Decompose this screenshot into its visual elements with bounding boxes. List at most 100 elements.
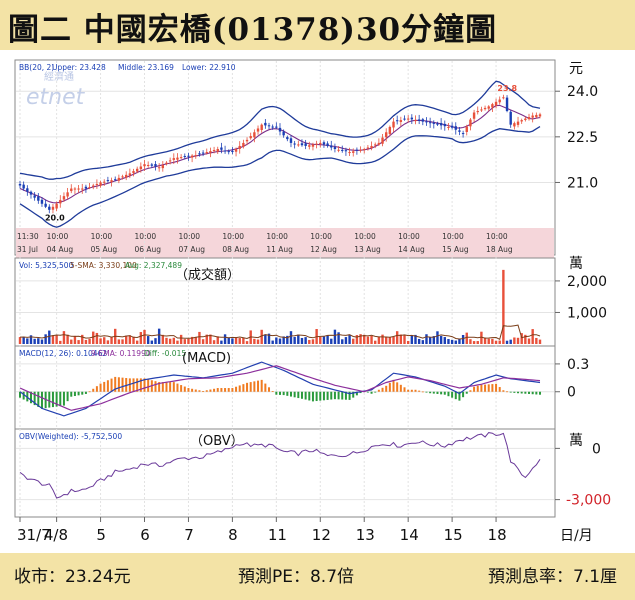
macd-histogram-bar [227,388,230,392]
macd-histogram-bar [370,391,373,394]
volume-bar [341,339,344,344]
candle-body [106,180,110,182]
candle-body [253,132,256,138]
volume-bar [403,334,406,344]
macd-histogram-bar [136,378,139,392]
macd-legend-macd: MACD(12, 26): 0.10462 [19,349,107,358]
date-strip [16,228,554,258]
macd-tick-label: 0.3 [567,357,589,373]
volume-bar [187,338,190,344]
candle-body [374,144,377,146]
candle-body [278,127,282,132]
candle-body [139,166,143,170]
candle-body [436,123,439,125]
price-legend-indicator: BB(20, 2) [19,63,54,72]
macd-histogram-bar [143,378,146,392]
macd-histogram-bar [121,377,124,392]
macd-histogram-bar [407,389,410,392]
macd-histogram-bar [271,391,274,392]
macd-histogram-bar [348,391,351,400]
candle-body [223,150,227,152]
x-tick-label: 31/7 [17,526,51,544]
macd-histogram-bar [333,391,336,400]
date-strip-time: 11:30 [17,232,39,241]
volume-bar [531,329,534,344]
volume-bar [150,340,154,344]
volume-bar [476,341,479,344]
volume-bar [139,332,143,344]
volume-legend-sma: 5-SMA: 3,330,100 [70,261,137,270]
candle-body [154,164,157,167]
candle-body [326,143,329,146]
candle-body [315,143,318,145]
price-tick-label: 21.0 [567,175,598,191]
candle-body [341,149,344,151]
candle-body [520,120,523,122]
macd-histogram-bar [103,381,106,392]
volume-bar [472,341,476,344]
macd-histogram-bar [517,391,520,394]
volume-bar [381,334,384,344]
macd-histogram-bar [62,391,65,406]
watermark-top: 經濟通 [44,70,74,83]
volume-bar [384,337,388,344]
volume-bar [18,337,22,344]
candle-body [509,111,512,125]
macd-histogram-bar [429,391,432,394]
candle-body [92,185,95,187]
candle-body [524,118,527,121]
volume-bar [55,335,58,344]
macd-histogram-bar [352,391,355,398]
volume-bar [70,339,73,344]
candle-body [77,188,80,190]
candle-body [37,196,40,201]
macd-histogram-bar [268,387,271,392]
candle-body [275,126,278,128]
macd-histogram-bar [355,391,358,396]
candle-body [527,117,531,120]
candle-body [293,143,296,145]
macd-histogram-bar [498,387,501,392]
macd-histogram-bar [139,378,142,392]
volume-bar [117,339,121,344]
macd-histogram-bar [246,382,249,392]
volume-bar [73,335,77,344]
volume-bar [395,331,399,344]
volume-bar [388,337,392,344]
macd-histogram-bar [531,391,534,395]
volume-bar [143,329,146,344]
candle-body [22,184,25,189]
macd-histogram-bar [114,376,117,392]
macd-histogram-bar [359,391,362,394]
volume-bar [124,335,128,344]
volume-bar [260,329,263,344]
volume-bar [161,334,165,344]
volume-bar [498,340,501,344]
date-strip-time: 10:00 [354,232,376,241]
candle-body [44,203,47,207]
footer-bar [0,553,635,600]
footer-forecast-yield: 預測息率：7.1厘 [488,567,618,587]
volume-bar [289,331,293,344]
macd-histogram-bar [183,386,186,392]
volume-bar [264,334,267,344]
candle-body [29,191,33,195]
macd-histogram-bar [205,390,208,392]
macd-histogram-bar [194,389,197,392]
candle-body [516,121,520,125]
macd-histogram-bar [51,391,54,408]
volume-bar [172,337,176,344]
macd-histogram-bar [425,391,428,393]
candle-body [289,138,293,143]
date-strip-time: 10:00 [310,232,332,241]
macd-histogram-bar [311,391,314,402]
candle-body [117,177,121,181]
candle-body [297,144,300,146]
volume-bar [417,338,421,344]
volume-bar [201,339,205,344]
volume-bar [157,328,161,344]
macd-histogram-bar [275,391,278,395]
volume-bar [29,335,33,344]
